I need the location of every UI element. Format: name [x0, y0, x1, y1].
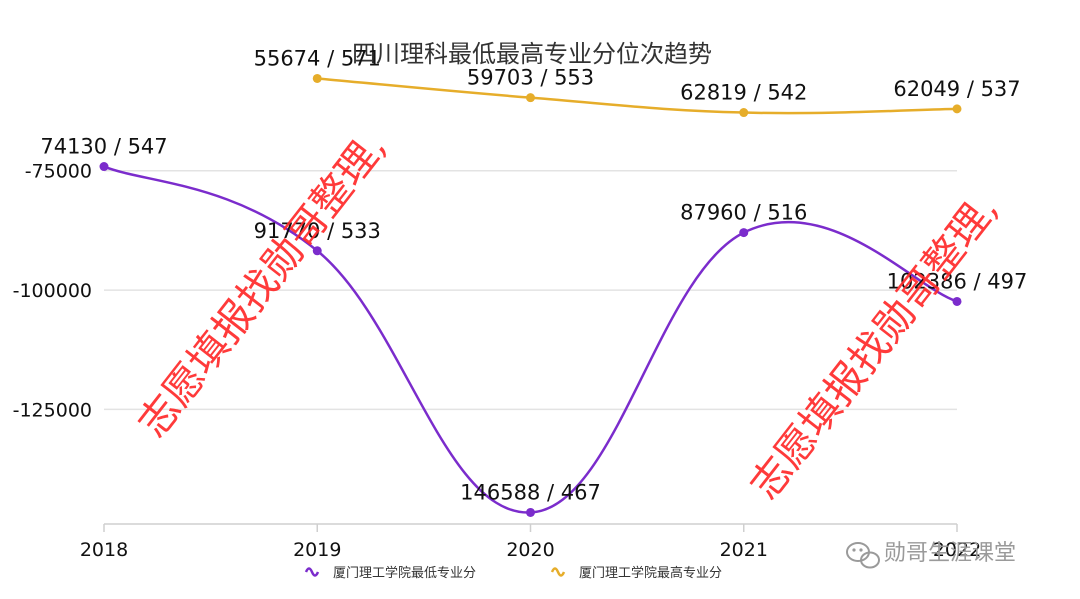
x-tick-label: 2022	[933, 539, 981, 561]
data-label: 55674 / 571	[254, 46, 381, 70]
y-tick-label: -75000	[25, 161, 92, 183]
wechat-icon	[846, 542, 880, 569]
brand-text: 勋哥生涯课堂	[884, 541, 1016, 566]
watermark-text: 志愿填报找勋哥整理,	[742, 186, 1008, 508]
x-tick-label: 2019	[293, 539, 341, 561]
x-tick-label: 2021	[720, 539, 768, 561]
watermark-text: 志愿填报找勋哥整理,	[130, 124, 396, 446]
series-layer: 74130 / 547 91770 / 533 146588 / 467 87960 …	[40, 46, 1027, 517]
data-point[interactable]	[952, 104, 962, 114]
legend-swatch	[304, 567, 320, 577]
y-axis: -75000 -100000 -125000	[13, 161, 92, 422]
gridlines	[104, 169, 957, 411]
x-tick-label: 2020	[506, 539, 554, 561]
watermark-left: 志愿填报找勋哥整理,	[130, 124, 396, 446]
legend-swatch	[550, 567, 566, 577]
data-label: 102386 / 497	[887, 269, 1028, 293]
series-1: 55674 / 571 59703 / 553 62819 / 542 62049 /…	[254, 46, 1021, 118]
data-point[interactable]	[312, 246, 322, 256]
data-label: 59703 / 553	[467, 66, 594, 90]
x-tick-label: 2018	[80, 539, 128, 561]
legend-item[interactable]: 厦门理工学院最高专业分	[550, 565, 722, 581]
data-label: 62819 / 542	[680, 81, 807, 105]
data-label: 74130 / 547	[40, 135, 167, 159]
legend-label: 厦门理工学院最低专业分	[333, 565, 476, 581]
data-label: 91770 / 533	[254, 219, 381, 243]
y-tick-label: -100000	[13, 280, 92, 302]
chart-title: 四川理科最低最高专业分位次趋势	[352, 40, 712, 68]
series-0: 74130 / 547 91770 / 533 146588 / 467 87960 …	[40, 135, 1027, 517]
data-point[interactable]	[952, 296, 962, 306]
watermark-right: 志愿填报找勋哥整理,	[742, 186, 1008, 508]
data-point[interactable]	[739, 228, 749, 238]
brand-stamp: 勋哥生涯课堂	[846, 541, 1016, 569]
series-line	[317, 77, 958, 115]
data-label: 146588 / 467	[460, 480, 601, 504]
data-label: 62049 / 537	[893, 77, 1020, 101]
x-axis: 2018 2019 2020 2021 2022	[80, 523, 981, 561]
legend: 厦门理工学院最低专业分 厦门理工学院最高专业分	[304, 565, 722, 581]
data-point[interactable]	[526, 93, 535, 103]
data-point[interactable]	[312, 73, 322, 83]
legend-item[interactable]: 厦门理工学院最低专业分	[304, 565, 476, 581]
data-point[interactable]	[739, 108, 749, 118]
data-point[interactable]	[99, 162, 109, 172]
y-tick-label: -125000	[13, 399, 92, 421]
data-point[interactable]	[526, 507, 535, 517]
data-label: 87960 / 516	[680, 201, 807, 225]
legend-label: 厦门理工学院最高专业分	[579, 565, 722, 581]
